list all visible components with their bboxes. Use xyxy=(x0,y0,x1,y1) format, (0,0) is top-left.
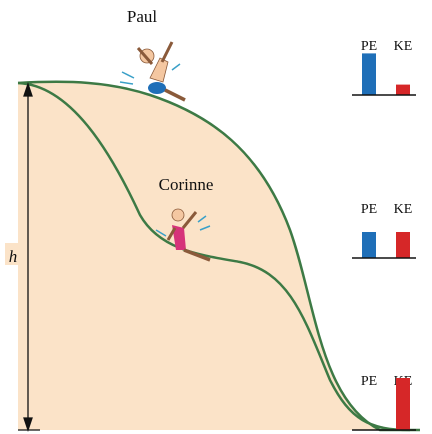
paul-slide xyxy=(17,80,420,432)
height-label: h xyxy=(9,247,18,266)
ke-bar xyxy=(396,232,410,258)
corinne-slide xyxy=(17,81,411,432)
paul-label: Paul xyxy=(127,7,158,26)
pe-label: PE xyxy=(361,39,377,54)
paul-figure xyxy=(119,41,186,102)
corinne-label: Corinne xyxy=(159,175,214,194)
pe-label: PE xyxy=(361,374,377,389)
corinne-figure xyxy=(155,208,211,262)
ke-bar xyxy=(396,378,410,430)
pe-label: PE xyxy=(361,202,377,217)
ke-label: KE xyxy=(394,202,413,217)
height-arrow xyxy=(18,81,40,433)
label-bg xyxy=(5,243,21,265)
pe-bar xyxy=(362,53,376,95)
ke-label: KE xyxy=(394,39,413,54)
ke-bar xyxy=(396,84,410,95)
pe-bar xyxy=(362,232,376,258)
